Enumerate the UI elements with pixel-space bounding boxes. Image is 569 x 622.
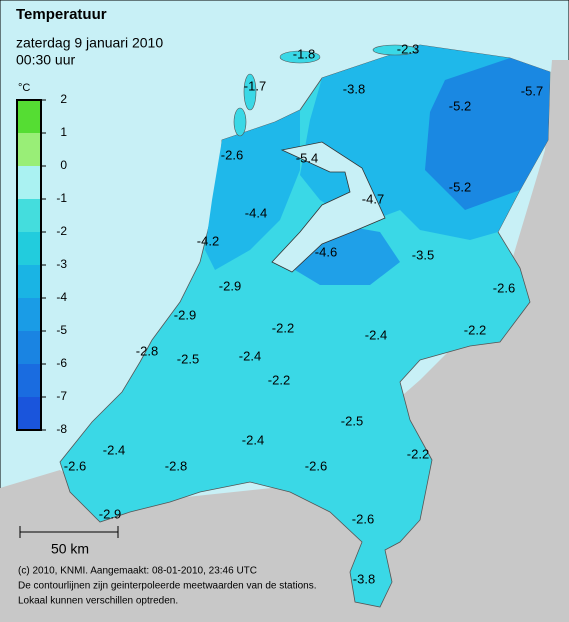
- region-coldest: [425, 58, 550, 210]
- station-value: -2.8: [165, 458, 187, 473]
- station-value: -2.9: [174, 307, 196, 322]
- station-value: -3.8: [343, 81, 365, 96]
- legend-swatch: [17, 166, 41, 199]
- station-value: -4.7: [362, 191, 384, 206]
- station-value: -3.8: [353, 571, 375, 586]
- station-value: -2.5: [177, 351, 199, 366]
- legend-swatch: [17, 397, 41, 430]
- title: Temperatuur: [16, 6, 107, 23]
- legend-swatch: [17, 100, 41, 133]
- station-value: -2.6: [493, 280, 515, 295]
- station-value: -2.4: [103, 442, 125, 457]
- station-value: -2.4: [242, 432, 264, 447]
- station-value: -2.6: [305, 458, 327, 473]
- legend-tick-label: -6: [56, 356, 67, 370]
- legend-tick-label: -4: [56, 290, 67, 304]
- legend-unit: °C: [18, 82, 30, 94]
- legend-swatch: [17, 199, 41, 232]
- island: [279, 50, 321, 64]
- legend-tick-label: -3: [56, 257, 67, 271]
- region-cold-west: [205, 110, 300, 270]
- station-value: -1.8: [293, 46, 315, 61]
- legend-swatch: [17, 331, 41, 364]
- station-value: -2.4: [239, 348, 261, 363]
- station-value: -4.4: [245, 205, 267, 220]
- island: [233, 107, 247, 137]
- station-value: -2.4: [365, 327, 387, 342]
- station-value: -4.2: [197, 233, 219, 248]
- legend-tick-label: -7: [56, 389, 67, 403]
- station-value: -2.6: [352, 511, 374, 526]
- legend-tick-label: -1: [56, 191, 67, 205]
- legend-tick-label: -5: [56, 323, 67, 337]
- island: [372, 44, 418, 56]
- station-value: -2.2: [268, 372, 290, 387]
- station-value: -2.9: [219, 278, 241, 293]
- island: [243, 73, 257, 111]
- station-value: -5.7: [521, 83, 543, 98]
- scale-label: 50 km: [51, 541, 89, 557]
- station-value: -2.5: [341, 413, 363, 428]
- station-value: -5.2: [449, 98, 471, 113]
- footer-line: (c) 2010, KNMI. Aangemaakt: 08-01-2010, …: [18, 566, 257, 577]
- date: zaterdag 9 januari 2010: [16, 35, 163, 51]
- station-value: -2.3: [397, 41, 419, 56]
- station-value: -2.9: [99, 506, 121, 521]
- station-value: -2.6: [221, 147, 243, 162]
- station-value: -2.8: [136, 343, 158, 358]
- legend-tick-label: -8: [56, 422, 67, 436]
- time: 00:30 uur: [16, 52, 75, 68]
- legend-tick-label: 1: [60, 125, 67, 139]
- station-value: -2.2: [464, 322, 486, 337]
- station-value: -2.2: [272, 320, 294, 335]
- station-value: -1.7: [244, 78, 266, 93]
- station-value: -5.2: [449, 179, 471, 194]
- station-value: -5.4: [296, 150, 318, 165]
- legend-tick-label: 0: [60, 158, 67, 172]
- station-value: -4.6: [315, 244, 337, 259]
- legend-tick-label: -2: [56, 224, 67, 238]
- legend-swatch: [17, 232, 41, 265]
- legend-swatch: [17, 265, 41, 298]
- station-value: -2.2: [407, 446, 429, 461]
- legend-swatch: [17, 364, 41, 397]
- footer-line: De contourlijnen zijn geinterpoleerde me…: [18, 581, 317, 592]
- footer-line: Lokaal kunnen verschillen optreden.: [18, 596, 178, 607]
- ijsselmeer: [271, 141, 386, 273]
- legend-swatch: [17, 133, 41, 166]
- legend-tick-label: 2: [60, 92, 67, 106]
- station-value: -3.5: [412, 247, 434, 262]
- legend-swatch: [17, 298, 41, 331]
- station-value: -2.6: [64, 458, 86, 473]
